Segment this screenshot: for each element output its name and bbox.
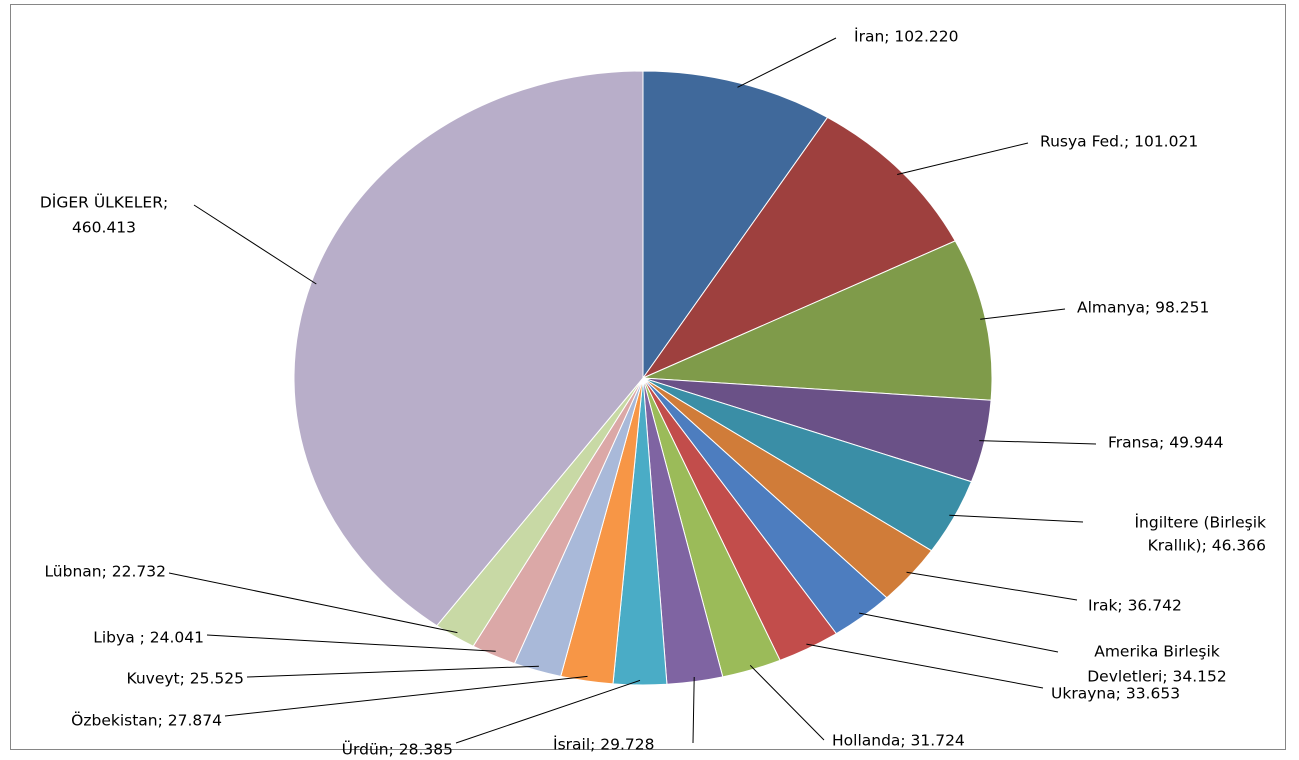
leader-line-ozbekistan <box>224 675 588 717</box>
data-label-di-ger-ulkeler: DİGER ÜLKELER; 460.413 <box>40 193 168 237</box>
data-label-ozbekistan: Özbekistan; 27.874 <box>71 711 222 730</box>
data-label-hollanda: Hollanda; 31.724 <box>832 732 965 750</box>
leader-line-irak <box>906 571 1078 601</box>
leader-line-rusya-fed <box>897 142 1029 175</box>
leader-line-libya <box>206 634 496 652</box>
data-label-i-ran: İran; 102.220 <box>854 27 959 46</box>
pie-slice-i-ran <box>642 70 829 380</box>
data-label-rusya-fed: Rusya Fed.; 101.021 <box>1040 133 1198 151</box>
leader-line-i-srail <box>692 676 695 744</box>
leader-line-i-ngiltere-birlesik-krallik <box>949 514 1084 523</box>
data-label-urdun: Ürdün; 28.385 <box>342 740 453 759</box>
data-label-ukrayna: Ukrayna; 33.653 <box>1051 685 1180 703</box>
data-label-i-ngiltere-birlesik-krallik: İngiltere (Birleşik Krallık); 46.366 <box>1134 513 1266 555</box>
leader-line-amerika-birlesik-devletleri <box>859 612 1059 653</box>
data-label-kuveyt: Kuveyt; 25.525 <box>126 670 244 688</box>
pie-slice-rusya-fed <box>641 116 956 380</box>
data-label-almanya: Almanya; 98.251 <box>1077 299 1209 317</box>
data-label-amerika-birlesik-devletleri: Amerika Birleşik Devletleri; 34.152 <box>1087 643 1226 686</box>
leader-line-hollanda <box>749 664 825 741</box>
leader-line-lubnan <box>168 572 458 634</box>
leader-line-urdun <box>455 679 641 744</box>
data-label-i-srail: İsrail; 29.728 <box>553 735 655 754</box>
data-label-lubnan: Lübnan; 22.732 <box>44 563 166 581</box>
data-label-irak: Irak; 36.742 <box>1088 597 1182 615</box>
leader-line-almanya <box>980 308 1066 320</box>
data-label-libya: Libya ; 24.041 <box>93 629 204 647</box>
pie-slice-di-ger-ulkeler <box>293 70 644 627</box>
leader-line-i-ran <box>737 37 837 88</box>
leader-line-fransa <box>979 440 1097 445</box>
leader-line-di-ger-ulkeler <box>193 204 317 285</box>
leader-line-kuveyt <box>246 665 539 678</box>
data-label-fransa: Fransa; 49.944 <box>1108 434 1223 452</box>
leader-line-ukrayna <box>806 643 1044 689</box>
